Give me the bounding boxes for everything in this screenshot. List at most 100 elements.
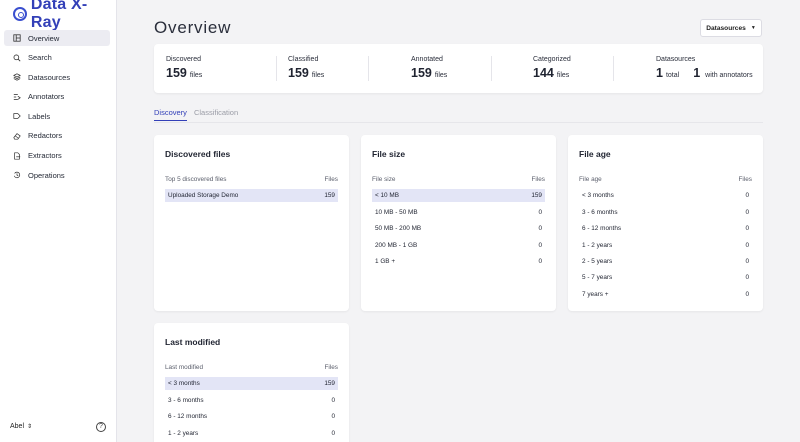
- stat-unit: files: [189, 72, 203, 79]
- datasources-dropdown[interactable]: Datasources ▼: [700, 19, 762, 37]
- card-discovered-files: Discovered files Top 5 discovered files …: [154, 135, 349, 311]
- brand[interactable]: Data X-Ray: [13, 0, 116, 31]
- table-row: < 3 months 159: [165, 377, 338, 391]
- sidebar-item-label: Redactors: [28, 131, 63, 141]
- row-label: 50 MB - 200 MB: [375, 225, 422, 233]
- row-fill-bar: [165, 377, 338, 391]
- tab-underline: [154, 122, 763, 123]
- stat-label: Classified: [288, 56, 319, 63]
- card-title: Discovered files: [165, 149, 231, 159]
- eraser-icon: [13, 132, 21, 140]
- table-row: 1 GB + 0: [372, 255, 545, 268]
- row-count: 159: [324, 192, 335, 200]
- sidebar-item-labels[interactable]: Labels: [4, 108, 110, 124]
- row-count: 0: [745, 257, 749, 265]
- divider: [491, 56, 492, 81]
- table-row: 2 - 5 years 0: [579, 255, 752, 268]
- sidebar-item-redactors[interactable]: Redactors: [4, 128, 110, 144]
- sidebar-item-label: Annotators: [28, 92, 65, 102]
- row-label: < 3 months: [168, 380, 200, 388]
- row-count: 0: [538, 241, 542, 249]
- column-header-label: Top 5 discovered files: [165, 176, 227, 183]
- row-label: 3 - 6 months: [168, 396, 204, 404]
- stat-unit: files: [434, 72, 448, 79]
- stat-value: 1: [656, 66, 663, 80]
- row-fill-bar: [165, 189, 338, 203]
- row-count: 0: [331, 413, 335, 421]
- table-row: 10 MB - 50 MB 0: [372, 206, 545, 219]
- sidebar-nav: Overview Search Datasources Annotators L…: [4, 30, 110, 187]
- row-count: 0: [538, 225, 542, 233]
- data-table: Top 5 discovered files Files Uploaded St…: [165, 173, 338, 203]
- data-table: File age Files < 3 months 0 3 - 6 months 0 6…: [579, 173, 752, 301]
- stat-label: Annotated: [411, 56, 443, 63]
- card-file-age: File age File age Files < 3 months 0 3 - 6…: [568, 135, 763, 311]
- stat-value: 159: [411, 66, 432, 80]
- sidebar-item-label: Operations: [28, 170, 65, 180]
- stat-value: 159: [288, 66, 309, 80]
- stat-label: Categorized: [533, 56, 571, 63]
- stat-annotated: Annotated 159 files: [411, 56, 447, 80]
- tab-classification[interactable]: Classification: [193, 108, 239, 117]
- sidebar-item-search[interactable]: Search: [4, 50, 110, 66]
- page-title: Overview: [154, 18, 232, 37]
- row-count: 0: [745, 225, 749, 233]
- brand-name: Data X-Ray: [30, 0, 88, 31]
- row-label: 6 - 12 months: [582, 225, 622, 233]
- tag-icon: [13, 112, 21, 120]
- file-export-icon: [13, 152, 21, 160]
- table-row: Uploaded Storage Demo 159: [165, 189, 338, 203]
- data-table: File size Files < 10 MB 159 10 MB - 50 MB 0…: [372, 173, 545, 268]
- data-table: Last modified Files < 3 months 159 3 - 6 m…: [165, 361, 338, 440]
- tab-discovery[interactable]: Discovery: [154, 108, 187, 121]
- table-header: File age Files: [579, 173, 752, 186]
- column-header-files: Files: [531, 176, 546, 183]
- divider: [368, 56, 369, 81]
- row-label: 5 - 7 years: [582, 274, 613, 282]
- stat-value: 144: [533, 66, 554, 80]
- divider: [276, 56, 277, 81]
- row-label: Uploaded Storage Demo: [168, 192, 239, 200]
- column-header-files: Files: [738, 176, 753, 183]
- card-last-modified: Last modified Last modified Files < 3 mo…: [154, 323, 349, 442]
- sidebar-item-datasources[interactable]: Datasources: [4, 69, 110, 85]
- sidebar-item-annotators[interactable]: Annotators: [4, 89, 110, 105]
- column-header-label: Last modified: [165, 364, 204, 371]
- stat-value-annotators: 1: [693, 66, 701, 80]
- row-count: 0: [331, 429, 335, 437]
- chevron-updown-icon: ⇕: [27, 424, 33, 430]
- row-count: 0: [538, 208, 542, 216]
- row-label: 3 - 6 months: [582, 208, 618, 216]
- column-header-files: Files: [324, 176, 339, 183]
- sidebar-item-extractors[interactable]: Extractors: [4, 148, 110, 164]
- sidebar-item-label: Search: [28, 53, 52, 63]
- table-row: 50 MB - 200 MB 0: [372, 222, 545, 235]
- row-label: 1 - 2 years: [582, 241, 613, 249]
- user-menu[interactable]: Abel ⇕: [10, 423, 32, 430]
- table-row: 7 years + 0: [579, 288, 752, 301]
- stat-discovered: Discovered 159 files: [166, 56, 202, 80]
- row-count: 0: [745, 241, 749, 249]
- stat-label: Datasources: [656, 56, 696, 63]
- row-label: 1 - 2 years: [168, 429, 199, 437]
- sidebar: Data X-Ray Overview Search Datasources A…: [0, 0, 117, 442]
- table-row: < 3 months 0: [579, 189, 752, 202]
- table-row: 6 - 12 months 0: [579, 222, 752, 235]
- sidebar-item-overview[interactable]: Overview: [4, 30, 110, 46]
- sidebar-item-label: Labels: [28, 111, 51, 121]
- table-row: 1 - 2 years 0: [579, 239, 752, 252]
- stat-label: Discovered: [166, 56, 202, 63]
- column-header-files: Files: [324, 364, 339, 371]
- row-count: 159: [531, 192, 542, 200]
- help-icon[interactable]: ?: [96, 422, 106, 432]
- row-count: 159: [324, 380, 335, 388]
- table-header: Last modified Files: [165, 361, 338, 374]
- datasources-dropdown-label: Datasources: [706, 24, 746, 32]
- caret-down-icon: ▼: [750, 25, 756, 31]
- sidebar-item-operations[interactable]: Operations: [4, 167, 110, 183]
- row-label: 6 - 12 months: [168, 413, 208, 421]
- table-header: Top 5 discovered files Files: [165, 173, 338, 186]
- table-header: File size Files: [372, 173, 545, 186]
- annotator-icon: [13, 93, 21, 101]
- card-title: File age: [579, 149, 611, 159]
